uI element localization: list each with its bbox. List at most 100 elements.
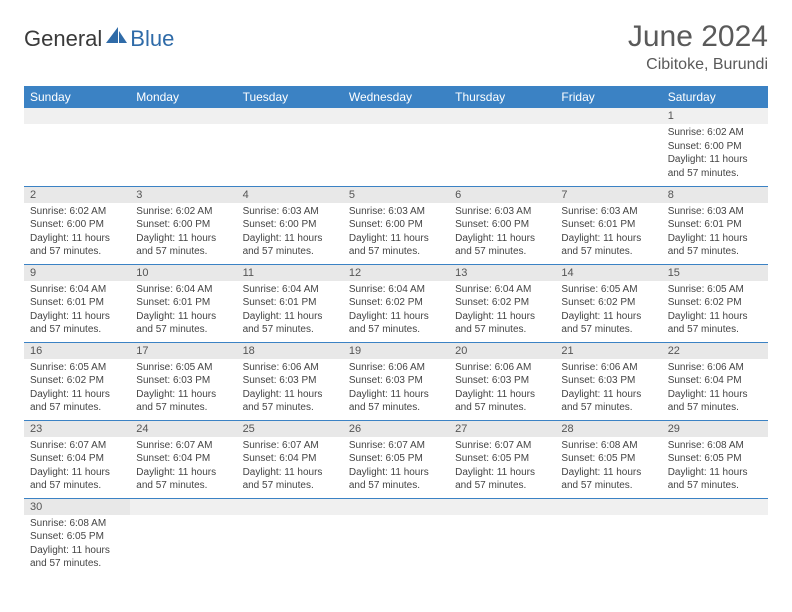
logo-text-general: General [24,26,102,52]
calendar-cell [24,108,130,186]
calendar-row: 16Sunrise: 6:05 AMSunset: 6:02 PMDayligh… [24,342,768,420]
day-number: 7 [555,187,661,203]
sunset-text: Sunset: 6:03 PM [455,374,549,388]
day-number [130,108,236,124]
calendar-cell: 2Sunrise: 6:02 AMSunset: 6:00 PMDaylight… [24,186,130,264]
sunrise-text: Sunrise: 6:07 AM [136,439,230,453]
daylight-text: Daylight: 11 hours and 57 minutes. [349,310,443,337]
daylight-text: Daylight: 11 hours and 57 minutes. [561,466,655,493]
sunrise-text: Sunrise: 6:04 AM [136,283,230,297]
daylight-text: Daylight: 11 hours and 57 minutes. [30,310,124,337]
sunrise-text: Sunrise: 6:05 AM [30,361,124,375]
day-details: Sunrise: 6:06 AMSunset: 6:03 PMDaylight:… [555,359,661,419]
day-number: 19 [343,343,449,359]
sunrise-text: Sunrise: 6:05 AM [136,361,230,375]
header: General Blue June 2024 Cibitoke, Burundi [24,20,768,74]
weekday-header: Monday [130,86,236,108]
daylight-text: Daylight: 11 hours and 57 minutes. [455,232,549,259]
calendar-cell [555,108,661,186]
sunrise-text: Sunrise: 6:03 AM [668,205,762,219]
calendar-cell: 1Sunrise: 6:02 AMSunset: 6:00 PMDaylight… [662,108,768,186]
day-details: Sunrise: 6:03 AMSunset: 6:00 PMDaylight:… [449,203,555,263]
sunrise-text: Sunrise: 6:06 AM [561,361,655,375]
sunset-text: Sunset: 6:05 PM [30,530,124,544]
sunset-text: Sunset: 6:04 PM [243,452,337,466]
daylight-text: Daylight: 11 hours and 57 minutes. [243,310,337,337]
calendar-cell: 16Sunrise: 6:05 AMSunset: 6:02 PMDayligh… [24,342,130,420]
day-number: 10 [130,265,236,281]
calendar-cell [130,498,236,576]
sunrise-text: Sunrise: 6:04 AM [455,283,549,297]
calendar-cell: 4Sunrise: 6:03 AMSunset: 6:00 PMDaylight… [237,186,343,264]
day-number [449,108,555,124]
day-number: 17 [130,343,236,359]
sunset-text: Sunset: 6:02 PM [668,296,762,310]
calendar-cell: 22Sunrise: 6:06 AMSunset: 6:04 PMDayligh… [662,342,768,420]
day-details: Sunrise: 6:02 AMSunset: 6:00 PMDaylight:… [24,203,130,263]
sunrise-text: Sunrise: 6:03 AM [349,205,443,219]
day-details: Sunrise: 6:05 AMSunset: 6:02 PMDaylight:… [662,281,768,341]
day-number: 6 [449,187,555,203]
day-number: 27 [449,421,555,437]
daylight-text: Daylight: 11 hours and 57 minutes. [243,232,337,259]
daylight-text: Daylight: 11 hours and 57 minutes. [455,466,549,493]
sunrise-text: Sunrise: 6:03 AM [561,205,655,219]
day-number [237,499,343,515]
calendar-cell: 10Sunrise: 6:04 AMSunset: 6:01 PMDayligh… [130,264,236,342]
calendar-cell: 12Sunrise: 6:04 AMSunset: 6:02 PMDayligh… [343,264,449,342]
sunset-text: Sunset: 6:04 PM [668,374,762,388]
sunset-text: Sunset: 6:00 PM [668,140,762,154]
daylight-text: Daylight: 11 hours and 57 minutes. [349,466,443,493]
sunrise-text: Sunrise: 6:08 AM [30,517,124,531]
day-details: Sunrise: 6:07 AMSunset: 6:05 PMDaylight:… [343,437,449,497]
day-number [237,108,343,124]
day-details: Sunrise: 6:07 AMSunset: 6:04 PMDaylight:… [237,437,343,497]
sunset-text: Sunset: 6:05 PM [668,452,762,466]
sunrise-text: Sunrise: 6:03 AM [455,205,549,219]
day-number: 20 [449,343,555,359]
calendar-cell: 30Sunrise: 6:08 AMSunset: 6:05 PMDayligh… [24,498,130,576]
day-details: Sunrise: 6:07 AMSunset: 6:05 PMDaylight:… [449,437,555,497]
weekday-header-row: Sunday Monday Tuesday Wednesday Thursday… [24,86,768,108]
sunset-text: Sunset: 6:02 PM [30,374,124,388]
day-details: Sunrise: 6:07 AMSunset: 6:04 PMDaylight:… [24,437,130,497]
calendar-cell: 13Sunrise: 6:04 AMSunset: 6:02 PMDayligh… [449,264,555,342]
sunset-text: Sunset: 6:01 PM [30,296,124,310]
calendar-row: 9Sunrise: 6:04 AMSunset: 6:01 PMDaylight… [24,264,768,342]
day-details: Sunrise: 6:04 AMSunset: 6:02 PMDaylight:… [449,281,555,341]
sunrise-text: Sunrise: 6:06 AM [243,361,337,375]
daylight-text: Daylight: 11 hours and 57 minutes. [136,232,230,259]
sunset-text: Sunset: 6:05 PM [561,452,655,466]
sunrise-text: Sunrise: 6:08 AM [668,439,762,453]
day-details: Sunrise: 6:03 AMSunset: 6:00 PMDaylight:… [237,203,343,263]
sunset-text: Sunset: 6:04 PM [136,452,230,466]
calendar-cell [343,498,449,576]
daylight-text: Daylight: 11 hours and 57 minutes. [349,232,443,259]
sunrise-text: Sunrise: 6:05 AM [561,283,655,297]
daylight-text: Daylight: 11 hours and 57 minutes. [136,310,230,337]
daylight-text: Daylight: 11 hours and 57 minutes. [136,466,230,493]
sunset-text: Sunset: 6:00 PM [30,218,124,232]
day-number: 3 [130,187,236,203]
page: General Blue June 2024 Cibitoke, Burundi… [0,0,792,596]
sunrise-text: Sunrise: 6:04 AM [349,283,443,297]
day-number: 15 [662,265,768,281]
day-number [449,499,555,515]
sunrise-text: Sunrise: 6:03 AM [243,205,337,219]
sunrise-text: Sunrise: 6:08 AM [561,439,655,453]
sunrise-text: Sunrise: 6:06 AM [455,361,549,375]
sunrise-text: Sunrise: 6:07 AM [349,439,443,453]
day-details: Sunrise: 6:06 AMSunset: 6:04 PMDaylight:… [662,359,768,419]
calendar-cell: 25Sunrise: 6:07 AMSunset: 6:04 PMDayligh… [237,420,343,498]
day-details: Sunrise: 6:06 AMSunset: 6:03 PMDaylight:… [449,359,555,419]
sunrise-text: Sunrise: 6:02 AM [668,126,762,140]
sunrise-text: Sunrise: 6:05 AM [668,283,762,297]
calendar-cell [555,498,661,576]
calendar-cell: 28Sunrise: 6:08 AMSunset: 6:05 PMDayligh… [555,420,661,498]
day-number [130,499,236,515]
sunset-text: Sunset: 6:00 PM [455,218,549,232]
day-details: Sunrise: 6:08 AMSunset: 6:05 PMDaylight:… [24,515,130,575]
sunset-text: Sunset: 6:01 PM [561,218,655,232]
day-number: 4 [237,187,343,203]
calendar-row: 2Sunrise: 6:02 AMSunset: 6:00 PMDaylight… [24,186,768,264]
